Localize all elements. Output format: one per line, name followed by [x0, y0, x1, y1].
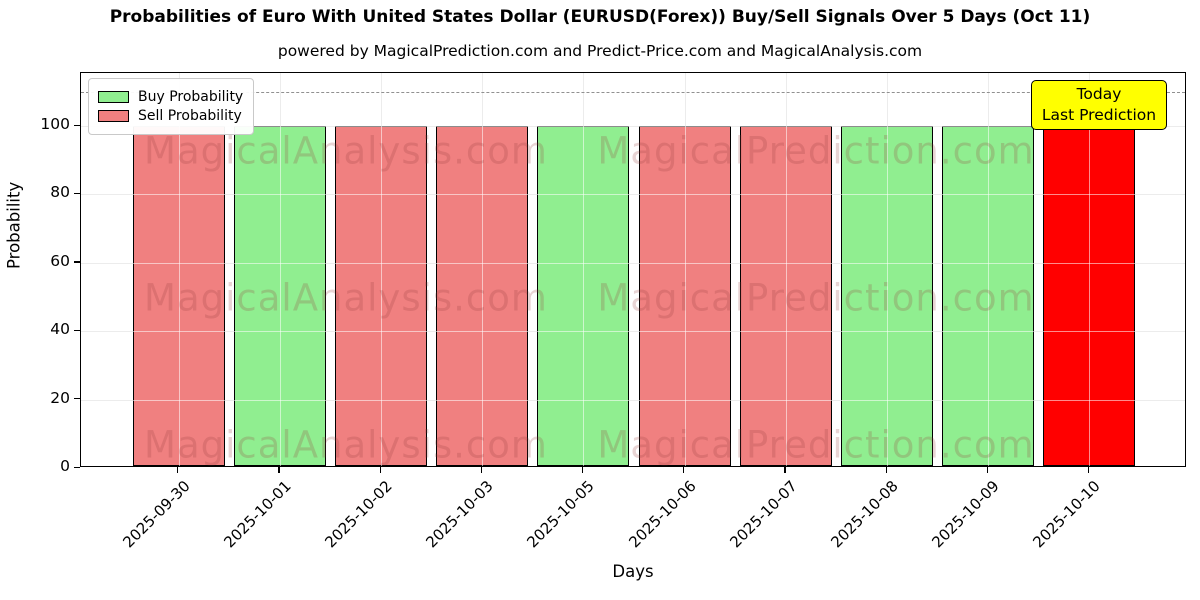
bar-2025-10-03 — [436, 125, 529, 466]
gridline-x-2025-10-05 — [583, 73, 585, 466]
buy-swatch-icon — [98, 91, 129, 103]
plot-area: MagicalAnalysis.com MagicalPrediction.com… — [80, 72, 1186, 467]
gridline-x-2025-10-10 — [1089, 73, 1091, 466]
gridline-x-2025-09-30 — [178, 73, 180, 466]
bar-2025-10-09 — [942, 125, 1035, 466]
legend-item-buy: Buy Probability — [98, 89, 243, 105]
bar-2025-10-02 — [334, 125, 428, 466]
xtick-mark-2025-10-06 — [683, 467, 685, 473]
today-annotation: Today Last Prediction — [1031, 80, 1167, 130]
xtick-mark-2025-10-07 — [784, 467, 786, 473]
sell-swatch-icon — [98, 110, 129, 122]
legend-label-sell: Sell Probability — [138, 108, 242, 124]
bar-2025-10-06 — [638, 125, 731, 466]
legend-label-buy: Buy Probability — [138, 89, 244, 105]
bar-2025-10-07 — [739, 125, 832, 466]
ytick-label-80: 80 — [50, 183, 70, 202]
watermark-text: MagicalPrediction.com — [597, 276, 1035, 320]
gridline-y-40 — [81, 331, 1185, 333]
xtick-mark-2025-10-05 — [581, 467, 584, 473]
gridline-y-100 — [81, 126, 1185, 127]
bar-2025-10-08 — [840, 125, 934, 466]
gridline-x-2025-10-07 — [785, 73, 787, 466]
xtick-mark-2025-10-09 — [986, 467, 988, 473]
gridline-y-20 — [81, 399, 1185, 401]
ytick-mark-60 — [74, 261, 80, 263]
ytick-label-60: 60 — [50, 251, 70, 270]
bar-2025-10-05 — [537, 125, 630, 466]
chart-title: Probabilities of Euro With United States… — [109, 7, 1091, 27]
xtick-mark-2025-10-08 — [885, 467, 887, 473]
gridline-x-2025-10-03 — [482, 73, 484, 466]
watermark-text: MagicalAnalysis.com — [144, 276, 548, 320]
bar-2025-09-30 — [132, 125, 225, 466]
gridline-y-80 — [81, 194, 1185, 196]
threshold-dashed-line — [81, 91, 1185, 93]
watermark-text: MagicalAnalysis.com — [144, 423, 548, 467]
ytick-label-40: 40 — [50, 320, 70, 339]
xtick-mark-2025-10-01 — [278, 467, 280, 473]
legend-item-sell: Sell Probability — [98, 108, 243, 124]
xtick-mark-2025-10-02 — [379, 467, 381, 473]
y-axis-label: Probability — [4, 181, 24, 269]
ytick-label-20: 20 — [50, 388, 70, 407]
watermark-text: MagicalPrediction.com — [597, 423, 1035, 467]
gridline-x-2025-10-02 — [381, 73, 382, 466]
bar-today-2025-10-10 — [1043, 125, 1136, 466]
ytick-mark-40 — [74, 329, 80, 331]
ytick-mark-100 — [74, 124, 80, 126]
legend: Buy Probability Sell Probability — [88, 78, 255, 135]
watermark-text: MagicalPrediction.com — [597, 129, 1035, 173]
xtick-mark-2025-10-03 — [480, 467, 482, 473]
ytick-mark-20 — [74, 398, 80, 400]
ytick-label-0: 0 — [60, 457, 70, 475]
ytick-mark-80 — [74, 192, 80, 195]
x-axis-label: Days — [612, 562, 654, 581]
gridline-x-2025-10-06 — [684, 73, 686, 466]
gridline-x-2025-10-09 — [988, 73, 990, 466]
gridline-y-60 — [81, 262, 1185, 264]
today-annotation-line1: Today — [1076, 85, 1122, 103]
watermark-text: MagicalAnalysis.com — [144, 129, 548, 173]
ytick-mark-0 — [74, 466, 80, 468]
xtick-mark-2025-09-30 — [177, 467, 179, 473]
ytick-label-100: 100 — [40, 115, 70, 133]
gridline-x-2025-10-08 — [887, 73, 888, 466]
today-annotation-line2: Last Prediction — [1041, 106, 1157, 124]
gridline-x-2025-10-01 — [279, 73, 281, 466]
xtick-mark-2025-10-10 — [1087, 467, 1090, 473]
chart-subtitle: powered by MagicalPrediction.com and Pre… — [277, 42, 923, 60]
